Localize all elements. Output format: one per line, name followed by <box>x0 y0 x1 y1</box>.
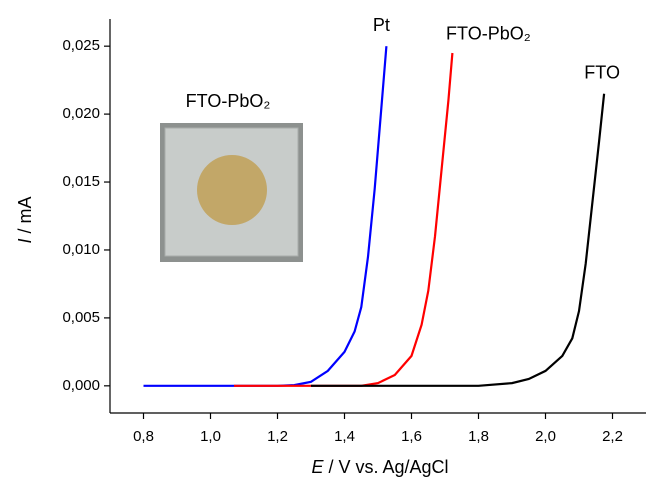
x-axis-label: E / V vs. Ag/AgCl <box>311 457 448 477</box>
series-label: FTO-PbO₂ <box>446 24 531 44</box>
x-tick-label: 0,8 <box>133 428 154 445</box>
x-tick-label: 1,4 <box>334 428 355 445</box>
y-tick-label: 0,000 <box>62 377 100 394</box>
y-tick-label: 0,015 <box>62 173 100 190</box>
y-tick-label: 0,010 <box>62 241 100 258</box>
series-label: FTO <box>584 62 620 82</box>
line <box>311 93 606 387</box>
series-label: Pt <box>373 15 390 35</box>
x-axis-symbol: E <box>311 457 324 477</box>
x-tick-label: 2,2 <box>602 428 623 445</box>
x-tick-label: 1,8 <box>468 428 489 445</box>
x-tick-label: 1,0 <box>200 428 221 445</box>
y-tick-label: 0,025 <box>62 37 100 54</box>
y-axis-label: I / mA <box>15 196 35 243</box>
x-tick-label: 1,2 <box>267 428 288 445</box>
x-tick-label: 1,6 <box>401 428 422 445</box>
y-tick-label: 0,005 <box>62 309 100 326</box>
y-tick-label: 0,020 <box>62 105 100 122</box>
y-axis-symbol: I <box>15 239 35 244</box>
x-axis-unit: / V vs. Ag/AgCl <box>323 457 448 477</box>
x-tick-label: 2,0 <box>535 428 556 445</box>
y-axis-unit: / mA <box>15 196 35 238</box>
pbo2-spot <box>197 155 267 225</box>
inset-label: FTO-PbO₂ <box>186 91 271 111</box>
inset-photo <box>160 123 303 262</box>
